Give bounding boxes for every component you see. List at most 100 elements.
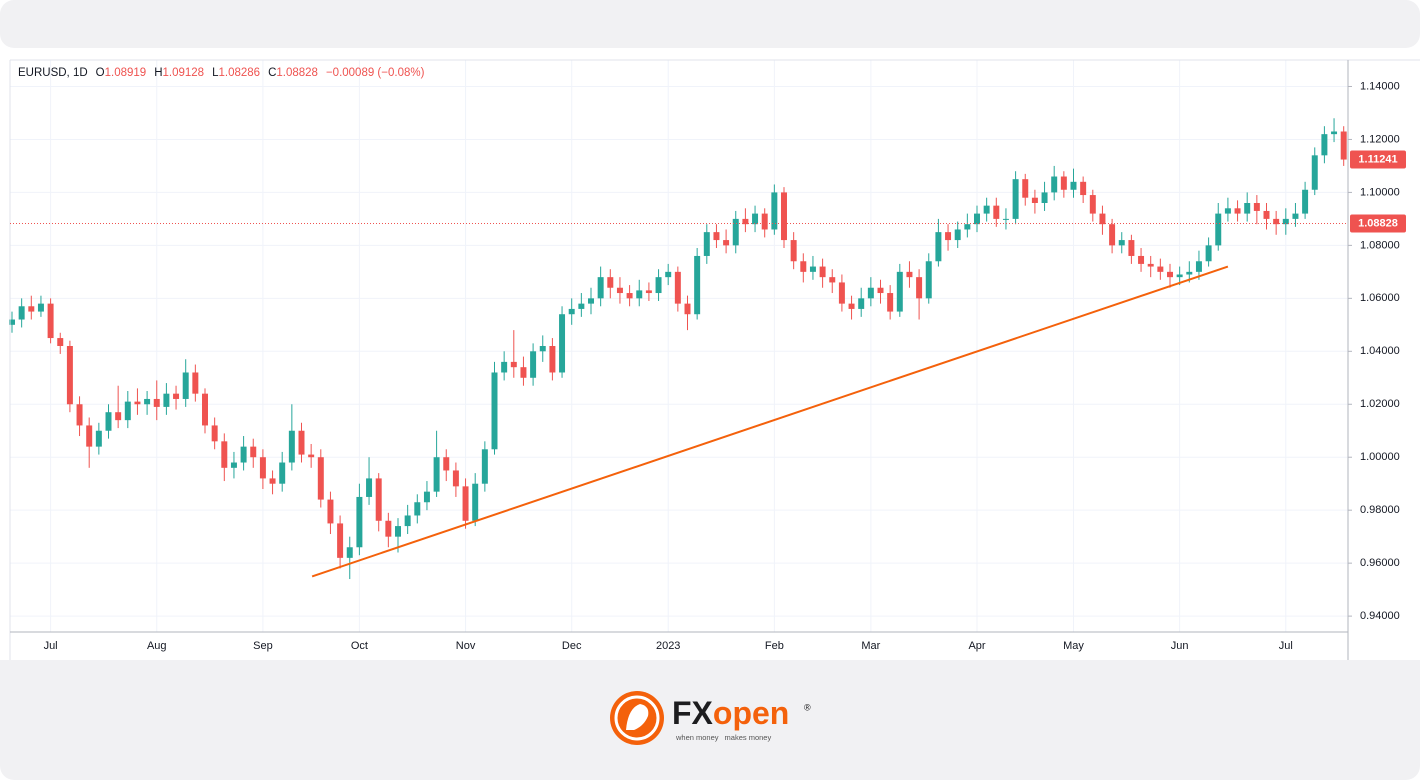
x-tick-label: Oct (351, 640, 368, 652)
y-tick-label: 0.96000 (1360, 557, 1400, 569)
candle-body (655, 277, 662, 294)
candle-body (597, 277, 604, 299)
candle-body (877, 287, 884, 294)
candle-body (1012, 179, 1019, 219)
candle-body (356, 496, 363, 548)
x-tick-label: Feb (765, 640, 784, 652)
candle-body (781, 192, 787, 241)
candle-body (153, 398, 160, 407)
candle-body (713, 232, 720, 241)
candle-body (1070, 181, 1077, 190)
x-tick-label: Apr (968, 640, 985, 652)
candle-body (771, 192, 778, 230)
chart-legend: EURUSD, 1D O1.08919 H1.09128 L1.08286 C1.088… (18, 67, 425, 79)
candle-body (983, 205, 990, 214)
candle-body (645, 290, 652, 294)
candle-body (385, 520, 392, 537)
logo-ring (614, 695, 660, 741)
candle-body (76, 404, 83, 426)
legend-change: −0.00089 (−0.08%) (326, 67, 425, 79)
candle-body (1099, 213, 1106, 225)
legend-open: 1.08919 (105, 67, 147, 79)
x-tick-label: Jul (1279, 640, 1293, 652)
candle-body (144, 398, 151, 405)
candle-body (1060, 176, 1067, 190)
candle-body (723, 240, 730, 246)
candle-body (559, 314, 566, 373)
legend-close: 1.08828 (276, 67, 318, 79)
candle-body (37, 303, 44, 312)
candle-body (858, 298, 865, 309)
x-tick-label: Dec (562, 640, 582, 652)
y-tick-label: 1.14000 (1360, 80, 1400, 92)
candle-body (530, 351, 537, 378)
candle-body (1118, 240, 1125, 246)
candle-body (105, 412, 112, 431)
candle-body (279, 462, 286, 484)
x-tick-label: Mar (861, 640, 880, 652)
candle-body (549, 346, 556, 373)
candle-body (1205, 245, 1212, 262)
candle-body (250, 446, 257, 458)
legend-label: O (96, 67, 105, 79)
candle-body (800, 261, 807, 272)
candle-body (539, 346, 546, 352)
logo-text: FXopen (672, 695, 789, 731)
bottom-band-top (0, 660, 1420, 680)
last-price-label: 1.11241 (1358, 153, 1397, 165)
candle-body (1215, 213, 1222, 246)
candle-body (1186, 271, 1193, 275)
candle-body (317, 457, 324, 500)
candle-body (269, 478, 276, 484)
tagline-a: when money (675, 733, 719, 742)
candle-body (491, 372, 498, 450)
legend-high: 1.09128 (163, 67, 205, 79)
candle-body (1147, 263, 1154, 267)
candle-body (1311, 155, 1318, 190)
candle-body (935, 232, 942, 262)
y-tick-label: 0.98000 (1360, 504, 1400, 516)
candle-body (626, 293, 633, 299)
candle-body (974, 213, 980, 225)
candle-body (1002, 218, 1009, 220)
legend-label: L (212, 67, 219, 79)
candle-body (829, 277, 836, 283)
candle-body (308, 454, 315, 458)
y-tick-label: 1.08000 (1360, 239, 1400, 251)
logo-tagline: when money makes money (675, 733, 771, 742)
y-tick-label: 1.04000 (1360, 345, 1400, 357)
symbol: EURUSD, 1D (18, 67, 88, 79)
candle-body (1302, 189, 1309, 214)
x-tick-label: May (1063, 640, 1084, 652)
logo-brand-a: FX (672, 695, 714, 731)
candle-body (1041, 192, 1048, 203)
candle-body (964, 224, 971, 230)
candle-body (375, 478, 382, 521)
candle-body (115, 412, 122, 421)
price-tag-label: 1.08828 (1358, 217, 1398, 229)
candle-body (240, 446, 247, 463)
candle-body (887, 293, 894, 312)
candle-body (510, 361, 517, 368)
candle-body (1340, 131, 1347, 160)
candle-body (607, 277, 614, 288)
candle-body (95, 430, 102, 447)
candle-body (202, 393, 208, 426)
candle-body (462, 486, 469, 521)
y-tick-label: 0.94000 (1360, 610, 1400, 622)
candle-body (288, 430, 295, 463)
candle-body (18, 306, 25, 320)
x-tick-label: Nov (456, 640, 476, 652)
grid (10, 60, 1348, 632)
candle-body (1282, 218, 1289, 225)
candle-body (742, 218, 749, 225)
x-tick-label: Sep (253, 640, 273, 652)
candle-body (732, 218, 739, 246)
logo-brand-b: open (713, 695, 789, 731)
candle-body (1331, 131, 1338, 135)
candle-body (1138, 255, 1145, 264)
candle-body (867, 287, 874, 299)
candle-body (452, 470, 459, 487)
candle-body (752, 213, 759, 225)
candle-body (1157, 266, 1164, 272)
